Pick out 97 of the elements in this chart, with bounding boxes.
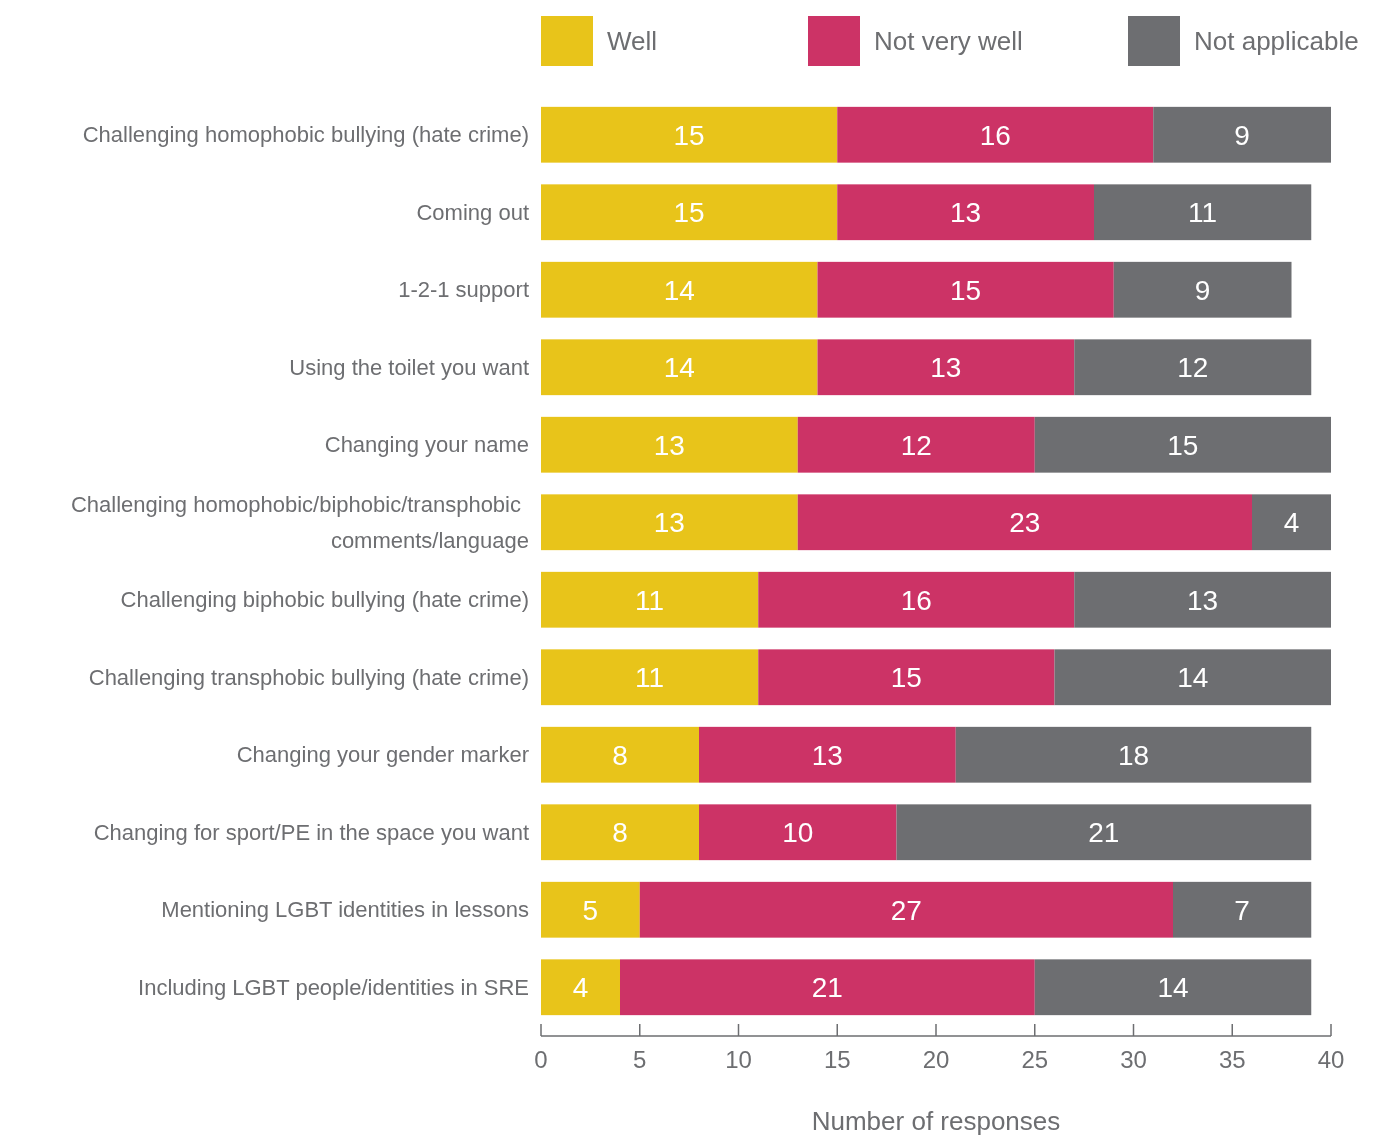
- data-label: 9: [1234, 119, 1250, 151]
- bar: [541, 339, 818, 396]
- x-tick-label: 20: [922, 1046, 950, 1073]
- data-label: 16: [900, 584, 932, 616]
- bar: [1252, 494, 1331, 551]
- bar: [541, 184, 838, 241]
- data-label: 14: [1177, 662, 1209, 694]
- data-label: 14: [1157, 972, 1189, 1004]
- bar: [817, 261, 1114, 318]
- y-tick-label: Changing for sport/PE in the space you want: [93, 819, 529, 845]
- data-label: 13: [653, 429, 685, 461]
- data-label: 13: [653, 507, 685, 539]
- x-tick-label: 25: [1021, 1046, 1049, 1073]
- bar: [837, 184, 1094, 241]
- bar: [541, 649, 759, 706]
- data-label: 8: [612, 739, 628, 771]
- bar: [699, 726, 956, 783]
- x-tick-label: 10: [725, 1046, 752, 1073]
- x-tick-label: 5: [633, 1046, 647, 1073]
- data-label: 13: [930, 352, 962, 384]
- x-tick-label: 35: [1218, 1046, 1246, 1073]
- data-label: 15: [673, 119, 705, 151]
- data-label: 15: [950, 274, 982, 306]
- data-label: 8: [612, 817, 628, 849]
- data-label: 7: [1234, 894, 1250, 926]
- legend-label: Well: [607, 26, 658, 57]
- bar: [541, 494, 798, 551]
- data-label: 5: [582, 894, 599, 926]
- y-tick-label: Mentioning LGBT identities in lessons: [161, 897, 529, 923]
- data-label: 21: [811, 972, 843, 1004]
- x-tick-label: 0: [534, 1046, 548, 1073]
- data-label: 16: [979, 119, 1011, 151]
- bar: [541, 881, 640, 938]
- data-label: 11: [635, 584, 665, 616]
- bar: [620, 959, 1035, 1016]
- bar: [541, 106, 838, 163]
- bar: [639, 881, 1173, 938]
- x-tick-label: 40: [1317, 1046, 1345, 1073]
- bar: [955, 726, 1312, 783]
- bar: [896, 804, 1312, 861]
- x-tick-label: 30: [1120, 1046, 1147, 1073]
- data-label: 11: [635, 662, 665, 694]
- x-axis-title: Number of responses: [811, 1106, 1061, 1136]
- bar: [541, 804, 699, 861]
- bar: [541, 726, 699, 783]
- legend-label: Not applicable: [1194, 26, 1359, 57]
- bar: [541, 571, 759, 628]
- data-label: 9: [1194, 274, 1211, 306]
- bar: [1034, 416, 1331, 473]
- bar: [797, 494, 1252, 551]
- bar: [758, 571, 1075, 628]
- bar: [797, 416, 1035, 473]
- bar: [1074, 571, 1331, 628]
- data-label: 13: [1187, 584, 1219, 616]
- legend-label: Not very well: [874, 26, 1023, 57]
- bar: [1054, 649, 1331, 706]
- x-tick-label: 15: [823, 1046, 851, 1073]
- data-label: 12: [900, 429, 932, 461]
- bar: [1094, 184, 1312, 241]
- bar: [758, 649, 1055, 706]
- bar: [541, 416, 798, 473]
- data-label: 15: [1167, 429, 1199, 461]
- bar: [1113, 261, 1292, 318]
- data-label: 23: [1009, 507, 1041, 539]
- data-label: 21: [1088, 817, 1120, 849]
- y-tick-label: Changing your gender marker: [236, 742, 529, 768]
- bar: [837, 106, 1154, 163]
- y-tick-label: Challenging biphobic bullying (hate crime): [120, 587, 529, 613]
- data-label: 27: [890, 894, 922, 926]
- y-tick-label: Using the toilet you want: [289, 354, 529, 380]
- bar: [1153, 106, 1331, 163]
- data-label: 14: [663, 274, 695, 306]
- y-tick-label: 1-2-1 support: [398, 277, 529, 303]
- data-label: 4: [1283, 507, 1300, 539]
- y-tick-label: Challenging homophobic/biphobic/transphobic comments/language: [70, 492, 529, 553]
- data-label: 14: [663, 352, 695, 384]
- data-label: 11: [1188, 197, 1218, 229]
- data-label: 12: [1177, 352, 1209, 384]
- data-label: 13: [811, 739, 843, 771]
- bar: [699, 804, 897, 861]
- data-label: 15: [673, 197, 705, 229]
- data-label: 10: [782, 817, 814, 849]
- bar: [1034, 959, 1312, 1016]
- bar: [1074, 339, 1312, 396]
- bar: [541, 959, 620, 1016]
- data-label: 13: [950, 197, 982, 229]
- y-tick-label: Including LGBT people/identities in SRE: [138, 974, 529, 1000]
- y-tick-label: Challenging transphobic bullying (hate crime): [88, 664, 529, 690]
- data-label: 18: [1117, 739, 1150, 771]
- bar: [817, 339, 1075, 396]
- bar: [1173, 881, 1312, 938]
- y-tick-label: Coming out: [416, 199, 529, 225]
- data-label: 15: [890, 662, 922, 694]
- data-label: 4: [572, 972, 589, 1004]
- y-tick-label: Changing your name: [324, 432, 529, 458]
- bar: [541, 261, 818, 318]
- y-tick-label: Challenging homophobic bullying (hate crime): [82, 122, 529, 148]
